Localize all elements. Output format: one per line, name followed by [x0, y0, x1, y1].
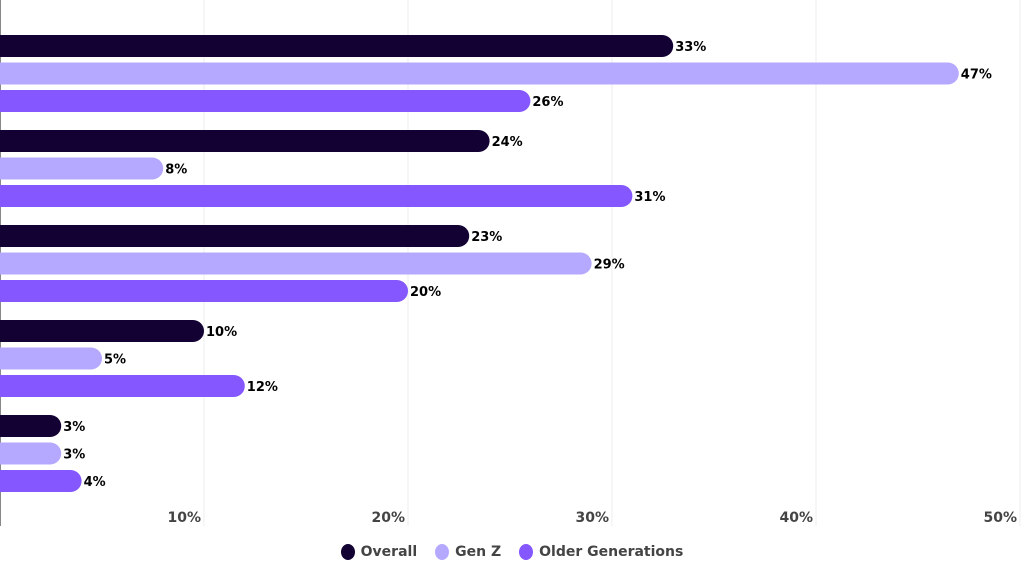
data-label: 29%: [594, 258, 625, 273]
legend-label: Older Generations: [539, 544, 684, 560]
x-tick-label: 40%: [779, 510, 813, 526]
bar-overall: [0, 415, 62, 437]
bar-older-generations: [0, 90, 531, 112]
legend: Overall Gen Z Older Generations: [0, 544, 1024, 560]
data-label: 47%: [961, 68, 992, 83]
data-label: 23%: [471, 230, 502, 245]
data-label: 20%: [410, 285, 441, 300]
data-label: 4%: [84, 475, 106, 490]
x-tick-label: 20%: [371, 510, 405, 526]
legend-dot-icon: [435, 544, 450, 560]
bar-overall: [0, 320, 204, 342]
bar-older-generations: [0, 280, 408, 302]
legend-label: Gen Z: [455, 544, 502, 560]
data-label: 12%: [247, 380, 278, 395]
bar-overall: [0, 225, 470, 247]
x-tick-label: 30%: [575, 510, 609, 526]
bar-overall: [0, 35, 674, 57]
bar-overall: [0, 130, 490, 152]
bar-gen-z: [0, 442, 62, 465]
bar-older-generations: [0, 470, 82, 492]
data-label: 31%: [634, 190, 665, 205]
bar-gen-z: [0, 157, 164, 180]
bar-older-generations: [0, 185, 633, 207]
bar-gen-z: [0, 347, 103, 370]
bar-older-generations: [0, 375, 245, 397]
legend-dot-icon: [340, 544, 355, 560]
legend-item-gen-z[interactable]: Gen Z: [435, 544, 501, 560]
data-label: 8%: [165, 163, 187, 178]
bar-chart: 10% 20% 30% 40% 50% 33% 47% 26% 24% 8% 31% 23% 29% 20…: [0, 0, 1021, 526]
data-label: 26%: [532, 95, 563, 110]
data-label: 10%: [206, 325, 237, 340]
data-label: 3%: [63, 420, 85, 435]
legend-item-older-generations[interactable]: Older Generations: [519, 544, 683, 560]
data-label: 24%: [492, 135, 523, 150]
data-label: 33%: [675, 40, 706, 55]
bar-gen-z: [0, 252, 592, 275]
x-tick-label: 50%: [983, 510, 1017, 526]
legend-item-overall[interactable]: Overall: [340, 544, 418, 560]
x-tick-label: 10%: [167, 510, 201, 526]
data-label: 3%: [63, 448, 85, 463]
data-label: 5%: [104, 353, 126, 368]
legend-label: Overall: [360, 544, 418, 560]
bar-gen-z: [0, 62, 959, 85]
legend-dot-icon: [519, 544, 534, 560]
